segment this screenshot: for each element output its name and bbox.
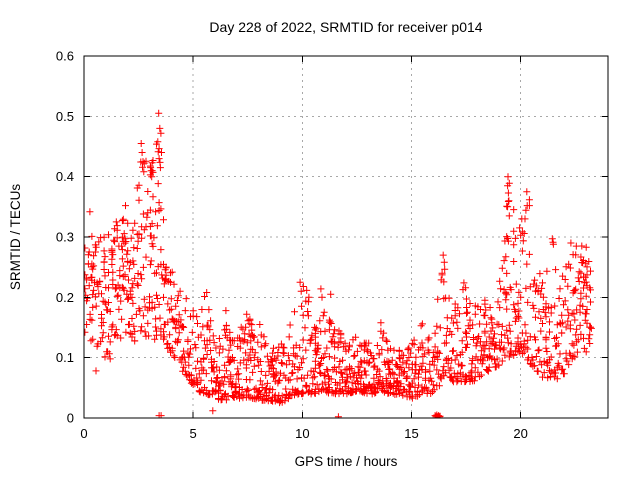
x-tick-label: 10 bbox=[295, 426, 309, 441]
y-tick-label: 0.4 bbox=[56, 169, 74, 184]
x-tick-label: 20 bbox=[513, 426, 527, 441]
y-tick-label: 0.3 bbox=[56, 230, 74, 245]
y-tick-label: 0.2 bbox=[56, 290, 74, 305]
x-tick-label: 15 bbox=[404, 426, 418, 441]
x-tick-label: 0 bbox=[80, 426, 87, 441]
y-tick-label: 0 bbox=[67, 411, 74, 426]
scatter-points-layer bbox=[84, 109, 595, 418]
x-tick-label: 5 bbox=[190, 426, 197, 441]
y-tick-label: 0.5 bbox=[56, 109, 74, 124]
chart-title: Day 228 of 2022, SRMTID for receiver p01… bbox=[209, 19, 482, 35]
y-tick-label: 0.1 bbox=[56, 350, 74, 365]
scatter-points bbox=[84, 109, 595, 418]
plot-border-and-ticks bbox=[83, 55, 609, 419]
y-axis-title: SRMTID / TECUs bbox=[8, 184, 23, 291]
y-tick-label: 0.6 bbox=[56, 49, 74, 64]
x-axis-title: GPS time / hours bbox=[295, 454, 398, 469]
tick-labels: 0 5 10 15 20 0 0.1 0.2 0.3 0.4 0.5 0.6 bbox=[56, 49, 528, 442]
